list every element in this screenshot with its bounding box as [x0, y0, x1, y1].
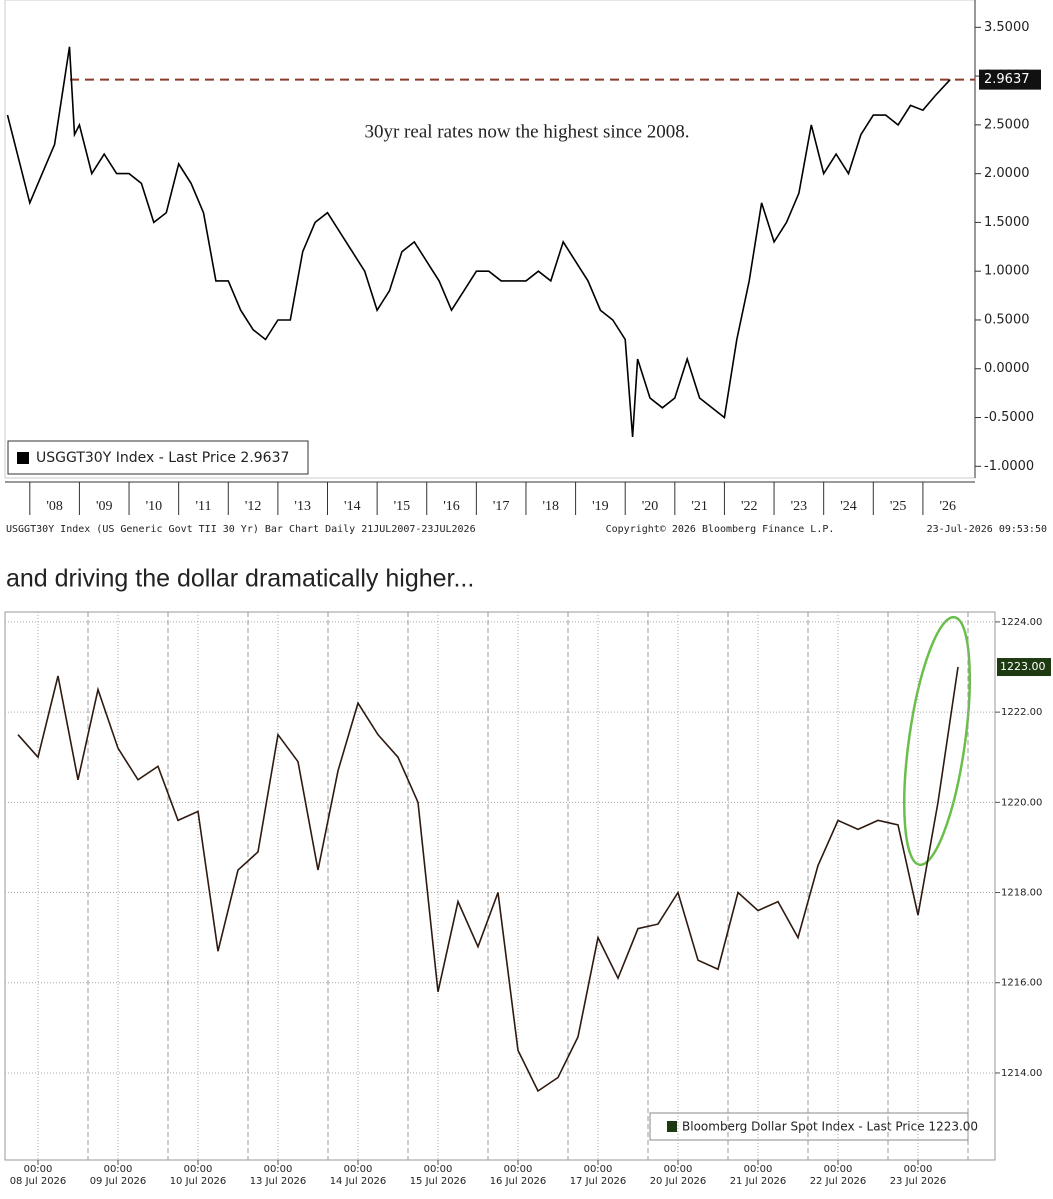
y-tick-label: 2.5000 — [984, 117, 1030, 132]
footer-right: 23-Jul-2026 09:53:50 — [927, 524, 1047, 535]
x-tick-label: 00:00 08 Jul 2026 — [9, 1164, 67, 1187]
x-tick-label: '25 — [890, 499, 907, 514]
caption: and driving the dollar dramatically high… — [6, 565, 474, 593]
x-tick-label: 00:00 15 Jul 2026 — [409, 1164, 467, 1187]
x-tick-label: 00:00 20 Jul 2026 — [649, 1164, 707, 1187]
x-tick-label: '22 — [741, 499, 758, 514]
y-tick-label: -0.5000 — [984, 410, 1034, 425]
y-tick-label: 2.0000 — [984, 166, 1030, 181]
footer-center: Copyright© 2026 Bloomberg Finance L.P. — [606, 524, 835, 535]
y-tick-label: 3.5000 — [984, 20, 1030, 35]
x-tick-label: '18 — [543, 499, 560, 514]
legend-box — [7, 440, 309, 475]
x-tick-label: 00:00 13 Jul 2026 — [249, 1164, 307, 1187]
price-line — [6, 46, 951, 438]
x-tick-label: 00:00 23 Jul 2026 — [889, 1164, 947, 1187]
y-tick-label: 1222.00 — [1001, 707, 1042, 718]
y-tick-label: 1220.00 — [1001, 797, 1042, 808]
x-tick-label: '24 — [840, 499, 857, 514]
x-tick-label: '13 — [294, 499, 311, 514]
x-tick-label: '21 — [691, 499, 708, 514]
y-tick-label: -1.0000 — [984, 459, 1034, 474]
y-tick-label: 1214.00 — [1001, 1068, 1042, 1079]
legend-swatch — [17, 452, 29, 464]
last-price-box — [997, 658, 1051, 677]
highlight-ellipse — [903, 615, 971, 867]
x-tick-label: '11 — [195, 499, 211, 514]
x-tick-label: '23 — [791, 499, 808, 514]
x-tick-label: '09 — [96, 499, 113, 514]
x-tick-label: '19 — [592, 499, 609, 514]
footer-left: USGGT30Y Index (US Generic Govt TII 30 Y… — [6, 524, 476, 535]
last-price-label: 2.9637 — [984, 72, 1030, 87]
legend-text: USGGT30Y Index - Last Price 2.9637 — [36, 450, 289, 466]
x-tick-label: '10 — [146, 499, 163, 514]
y-tick-label: 1.0000 — [984, 264, 1030, 279]
y-tick-label: 1.5000 — [984, 215, 1030, 230]
x-tick-label: 00:00 17 Jul 2026 — [569, 1164, 627, 1187]
x-tick-label: '14 — [344, 499, 361, 514]
last-price-label: 1223.00 — [1000, 660, 1046, 673]
x-tick-label: 00:00 22 Jul 2026 — [809, 1164, 867, 1187]
y-tick-label: 1216.00 — [1001, 978, 1042, 989]
x-tick-label: '15 — [394, 499, 411, 514]
x-tick-label: '20 — [642, 499, 659, 514]
x-tick-label: '08 — [46, 499, 63, 514]
last-price-box — [979, 69, 1041, 90]
x-tick-label: '12 — [245, 499, 262, 514]
plot-frame — [4, 0, 976, 479]
legend-box-2 — [649, 1112, 969, 1141]
x-tick-label: '26 — [939, 499, 956, 514]
plot-frame-2 — [4, 611, 996, 1161]
price-line — [17, 666, 959, 1093]
x-tick-label: '16 — [443, 499, 460, 514]
x-tick-label: '17 — [493, 499, 510, 514]
x-tick-label: 00:00 16 Jul 2026 — [489, 1164, 547, 1187]
x-tick-label: 00:00 21 Jul 2026 — [729, 1164, 787, 1187]
x-tick-label: 00:00 14 Jul 2026 — [329, 1164, 387, 1187]
legend-text-2: Bloomberg Dollar Spot Index - Last Price… — [682, 1120, 978, 1134]
annotation: 30yr real rates now the highest since 20… — [364, 121, 689, 142]
legend-swatch-2 — [667, 1121, 677, 1132]
y-tick-label: 1218.00 — [1001, 888, 1042, 899]
y-tick-label: 0.5000 — [984, 312, 1030, 327]
x-tick-label: 00:00 10 Jul 2026 — [169, 1164, 227, 1187]
y-tick-label: 1224.00 — [1001, 617, 1042, 628]
x-tick-label: 00:00 09 Jul 2026 — [89, 1164, 147, 1187]
y-tick-label: 0.0000 — [984, 361, 1030, 376]
